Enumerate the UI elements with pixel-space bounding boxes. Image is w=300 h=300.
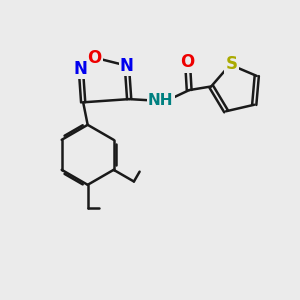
- Text: O: O: [181, 53, 195, 71]
- Text: O: O: [87, 49, 101, 67]
- Text: N: N: [74, 60, 88, 78]
- Text: S: S: [226, 55, 238, 73]
- Text: N: N: [120, 57, 134, 75]
- Text: NH: NH: [148, 93, 173, 108]
